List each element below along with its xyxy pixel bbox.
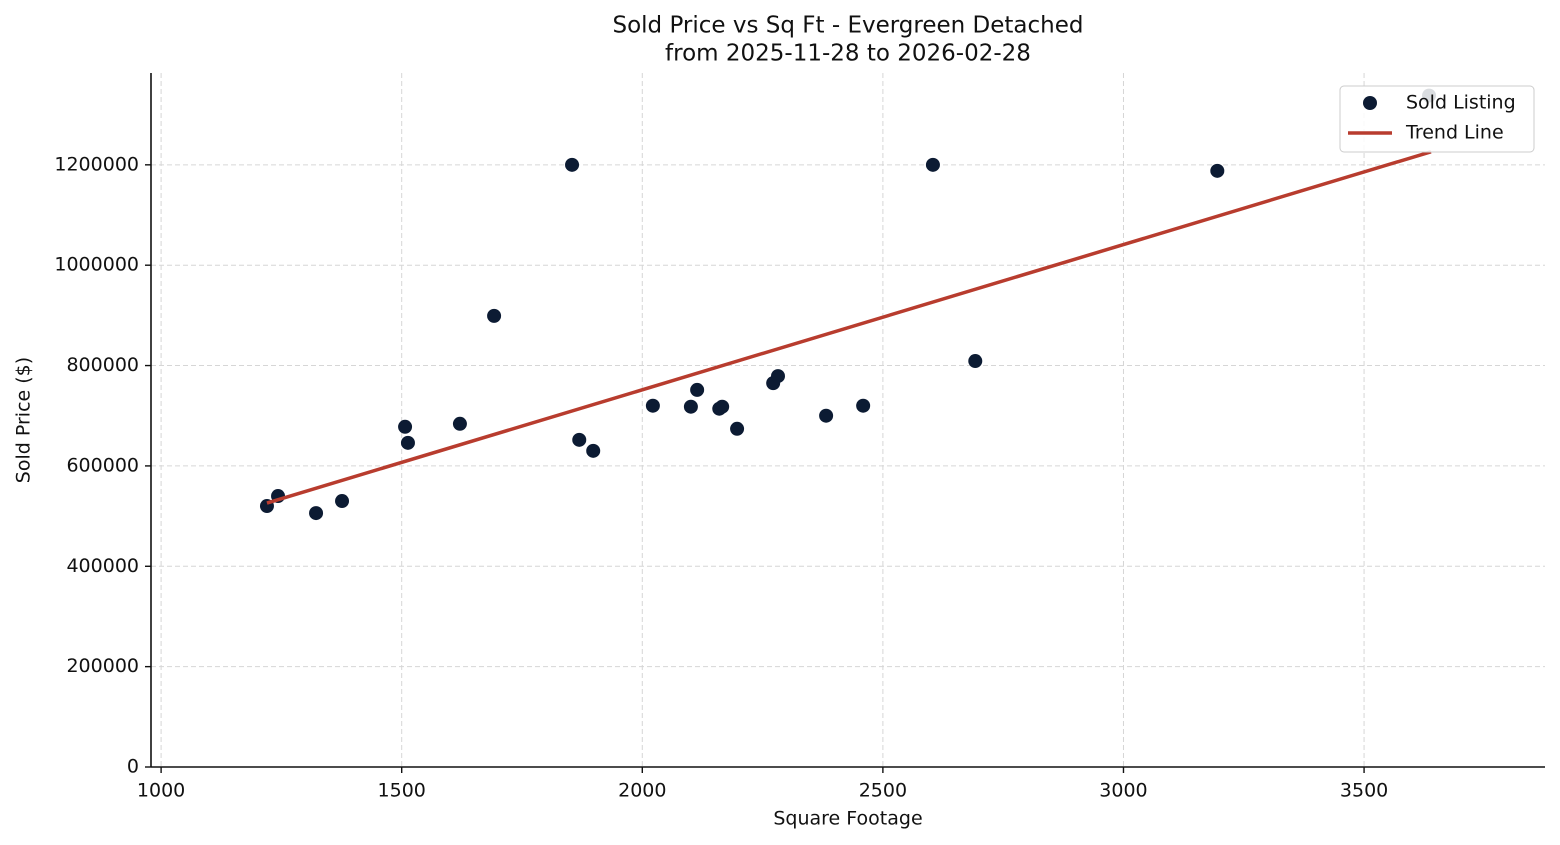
data-point (309, 506, 324, 521)
y-tick-label: 200000 (66, 655, 139, 677)
data-point (565, 157, 580, 172)
x-tick-label: 1000 (137, 780, 185, 802)
legend-marker (1363, 96, 1377, 110)
x-tick-label: 2500 (859, 780, 907, 802)
data-point (925, 157, 940, 172)
y-tick-label: 0 (127, 756, 139, 778)
y-tick-label: 600000 (66, 454, 139, 476)
chart-title: Sold Price vs Sq Ft - Evergreen Detached (612, 13, 1083, 39)
y-tick-label: 1200000 (54, 153, 139, 175)
legend-label: Sold Listing (1406, 92, 1516, 114)
data-point (645, 398, 660, 413)
data-point (1210, 163, 1225, 178)
data-point (398, 419, 413, 434)
x-axis-label: Square Footage (773, 808, 922, 830)
data-point (968, 354, 983, 369)
x-tick-label: 3500 (1340, 780, 1388, 802)
y-tick-label: 800000 (66, 354, 139, 376)
data-point (572, 432, 587, 447)
x-tick-label: 2000 (618, 780, 666, 802)
data-point (856, 398, 871, 413)
trend-line (266, 150, 1432, 505)
legend-label: Trend Line (1405, 122, 1504, 144)
chart-subtitle: from 2025-11-28 to 2026-02-28 (665, 41, 1031, 67)
data-point (586, 443, 601, 458)
data-point (819, 408, 834, 423)
y-axis-label: Sold Price ($) (13, 357, 35, 483)
y-tick-label: 1000000 (54, 254, 139, 276)
x-tick-label: 1500 (378, 780, 426, 802)
data-point (452, 416, 467, 431)
legend: Sold Listing Trend Line (1339, 85, 1535, 153)
y-tick-label: 400000 (66, 555, 139, 577)
data-point (400, 435, 415, 450)
x-tick-label: 3000 (1099, 780, 1147, 802)
data-point (715, 399, 730, 414)
data-point (730, 421, 745, 436)
data-point (683, 399, 698, 414)
data-point (487, 308, 502, 323)
data-point (335, 494, 350, 509)
data-point (770, 369, 785, 384)
legend-box (1339, 85, 1535, 153)
data-point (690, 382, 705, 397)
